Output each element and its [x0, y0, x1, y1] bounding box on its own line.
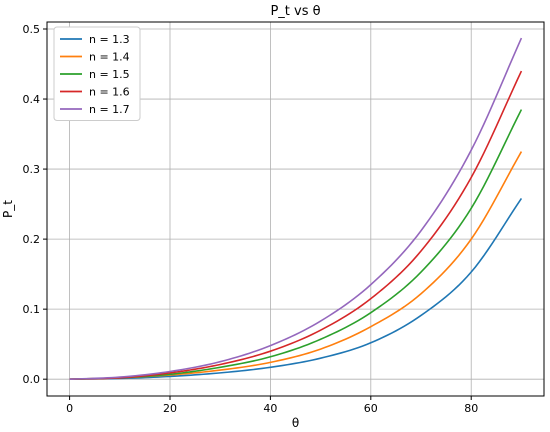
series-lines	[69, 37, 523, 380]
legend-box	[53, 26, 141, 121]
x-tick-label: 20	[163, 402, 177, 415]
ticks: 0 20 40 60 80 0.0 0.1 0.2 0.3 0.4 0.5	[23, 23, 479, 415]
x-tick-label: 80	[464, 402, 478, 415]
legend-entry: n = 1.5	[89, 68, 130, 81]
x-axis-label: θ	[292, 416, 299, 430]
y-tick-label: 0.0	[23, 373, 41, 386]
legend-entry: n = 1.3	[89, 33, 130, 46]
y-tick-label: 0.5	[23, 23, 41, 36]
y-axis-label: P_t	[1, 200, 15, 218]
y-tick-label: 0.4	[23, 93, 41, 106]
series-line	[69, 198, 523, 380]
legend-entry: n = 1.4	[89, 51, 130, 64]
x-tick-label: 40	[263, 402, 277, 415]
legend-entry: n = 1.7	[89, 103, 130, 116]
y-tick-label: 0.2	[23, 233, 41, 246]
plot-frame	[46, 21, 545, 397]
series-line	[69, 70, 523, 380]
x-tick-label: 60	[364, 402, 378, 415]
legend-entry: n = 1.6	[89, 86, 130, 99]
x-tick-label: 0	[66, 402, 73, 415]
y-tick-label: 0.1	[23, 303, 41, 316]
y-tick-label: 0.3	[23, 163, 41, 176]
grid	[47, 22, 544, 396]
series-line	[69, 37, 523, 380]
legend: n = 1.3 n = 1.4 n = 1.5 n = 1.6 n = 1.7	[53, 26, 141, 121]
chart-title: P_t vs θ	[270, 4, 320, 19]
